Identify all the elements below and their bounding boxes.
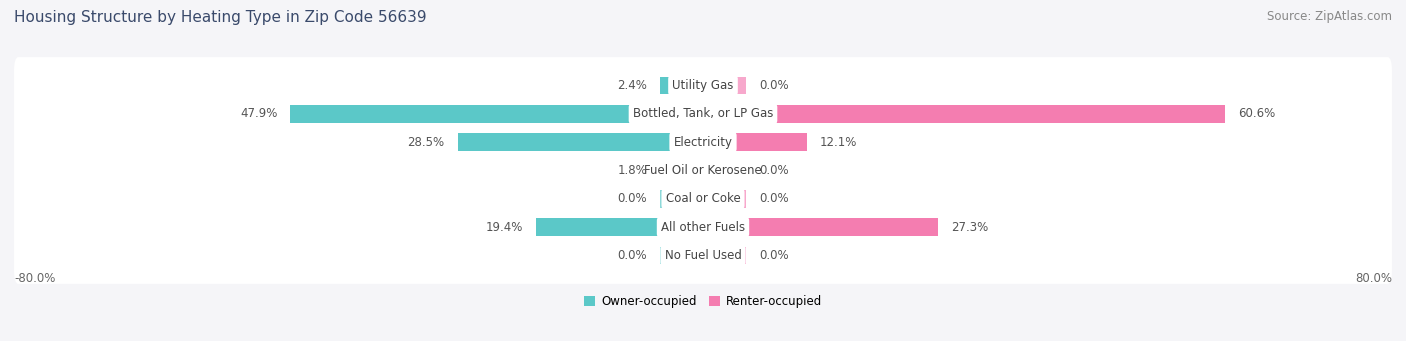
Text: Housing Structure by Heating Type in Zip Code 56639: Housing Structure by Heating Type in Zip… — [14, 10, 426, 25]
FancyBboxPatch shape — [14, 142, 1392, 199]
Text: 2.4%: 2.4% — [617, 79, 647, 92]
Bar — [291, 105, 703, 123]
Text: Source: ZipAtlas.com: Source: ZipAtlas.com — [1267, 10, 1392, 23]
Bar — [659, 162, 703, 179]
FancyBboxPatch shape — [14, 114, 1392, 170]
Text: 0.0%: 0.0% — [759, 79, 789, 92]
Bar — [703, 77, 747, 94]
Text: 12.1%: 12.1% — [820, 136, 858, 149]
FancyBboxPatch shape — [14, 86, 1392, 142]
Text: 28.5%: 28.5% — [408, 136, 444, 149]
Text: 80.0%: 80.0% — [1355, 272, 1392, 285]
Text: 0.0%: 0.0% — [759, 164, 789, 177]
Text: 47.9%: 47.9% — [240, 107, 277, 120]
Text: Utility Gas: Utility Gas — [672, 79, 734, 92]
Bar — [536, 218, 703, 236]
Legend: Owner-occupied, Renter-occupied: Owner-occupied, Renter-occupied — [579, 291, 827, 313]
Bar — [703, 247, 747, 264]
Text: 60.6%: 60.6% — [1237, 107, 1275, 120]
FancyBboxPatch shape — [14, 57, 1392, 114]
Text: All other Fuels: All other Fuels — [661, 221, 745, 234]
Text: 0.0%: 0.0% — [759, 192, 789, 205]
Bar — [703, 190, 747, 208]
Bar — [457, 133, 703, 151]
Text: 1.8%: 1.8% — [617, 164, 647, 177]
FancyBboxPatch shape — [14, 199, 1392, 255]
Bar — [703, 218, 938, 236]
Text: Bottled, Tank, or LP Gas: Bottled, Tank, or LP Gas — [633, 107, 773, 120]
Text: 0.0%: 0.0% — [759, 249, 789, 262]
Text: -80.0%: -80.0% — [14, 272, 55, 285]
Text: No Fuel Used: No Fuel Used — [665, 249, 741, 262]
Bar — [703, 105, 1225, 123]
Bar — [703, 133, 807, 151]
Text: Fuel Oil or Kerosene: Fuel Oil or Kerosene — [644, 164, 762, 177]
FancyBboxPatch shape — [14, 227, 1392, 284]
FancyBboxPatch shape — [14, 170, 1392, 227]
Bar — [659, 190, 703, 208]
Text: Electricity: Electricity — [673, 136, 733, 149]
Text: 0.0%: 0.0% — [617, 249, 647, 262]
Text: 27.3%: 27.3% — [950, 221, 988, 234]
Bar — [659, 77, 703, 94]
Bar — [703, 162, 747, 179]
Bar — [659, 247, 703, 264]
Text: 0.0%: 0.0% — [617, 192, 647, 205]
Text: Coal or Coke: Coal or Coke — [665, 192, 741, 205]
Text: 19.4%: 19.4% — [485, 221, 523, 234]
